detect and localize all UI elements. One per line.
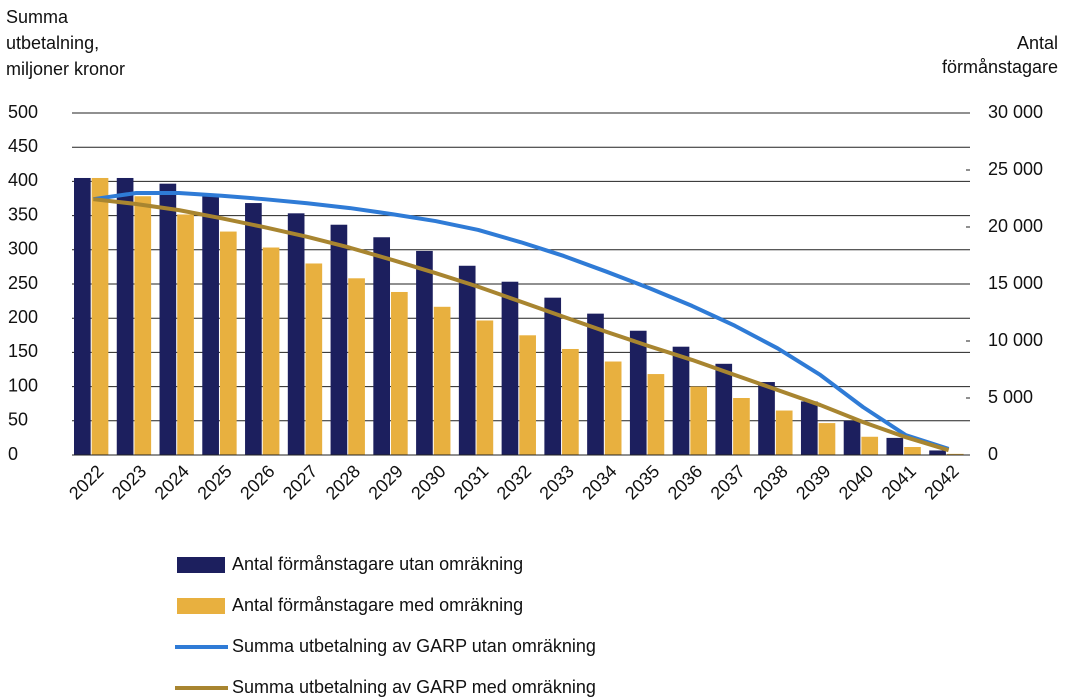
bar bbox=[604, 361, 622, 455]
bar bbox=[544, 297, 562, 455]
bar bbox=[904, 447, 921, 455]
legend-label: Summa utbetalning av GARP med omräkning bbox=[232, 677, 596, 697]
bar bbox=[647, 374, 665, 455]
x-tick-label: 2042 bbox=[920, 461, 962, 503]
bar bbox=[330, 224, 348, 455]
bar bbox=[391, 291, 408, 455]
y2-axis-title: förmånstagare bbox=[942, 57, 1058, 77]
y-axis-title: miljoner kronor bbox=[6, 59, 125, 79]
x-tick-label: 2041 bbox=[878, 461, 920, 503]
y-tick-label: 0 bbox=[8, 444, 18, 464]
bar bbox=[758, 382, 775, 455]
x-tick-label: 2032 bbox=[493, 461, 535, 503]
legend-label: Summa utbetalning av GARP utan omräkning bbox=[232, 636, 596, 656]
bar bbox=[476, 320, 494, 455]
bar bbox=[116, 177, 134, 456]
bar bbox=[886, 437, 904, 455]
bar bbox=[587, 313, 604, 455]
y-axis-title: utbetalning, bbox=[6, 33, 99, 53]
bar bbox=[501, 281, 519, 455]
bar bbox=[775, 410, 793, 455]
bar bbox=[715, 363, 733, 455]
x-tick-label: 2034 bbox=[578, 461, 620, 503]
bar bbox=[219, 231, 237, 455]
x-tick-label: 2023 bbox=[108, 461, 150, 503]
y-tick-label: 400 bbox=[8, 170, 38, 190]
x-tick-label: 2033 bbox=[535, 461, 577, 503]
bar bbox=[946, 453, 964, 455]
y2-tick-label: 0 bbox=[988, 444, 998, 464]
bar bbox=[690, 386, 708, 455]
bar bbox=[562, 348, 579, 455]
x-tick-label: 2036 bbox=[664, 461, 706, 503]
x-tick-label: 2025 bbox=[193, 461, 235, 503]
legend-label: Antal förmånstagare utan omräkning bbox=[232, 554, 523, 574]
bar bbox=[416, 250, 433, 455]
x-tick-label: 2040 bbox=[835, 461, 877, 503]
y-tick-label: 500 bbox=[8, 102, 38, 122]
y-tick-label: 200 bbox=[8, 307, 38, 327]
y-tick-label: 50 bbox=[8, 410, 28, 430]
y2-tick-label: 10 000 bbox=[988, 330, 1043, 350]
bar bbox=[929, 450, 946, 455]
bar bbox=[305, 263, 323, 455]
x-tick-label: 2037 bbox=[707, 461, 749, 503]
bar bbox=[262, 247, 280, 455]
x-tick-label: 2022 bbox=[65, 461, 107, 503]
y2-tick-label: 15 000 bbox=[988, 273, 1043, 293]
x-tick-label: 2030 bbox=[407, 461, 449, 503]
bar bbox=[629, 330, 647, 455]
bar bbox=[159, 183, 177, 455]
legend-swatch bbox=[177, 557, 225, 573]
legend-label: Antal förmånstagare med omräkning bbox=[232, 595, 523, 615]
bar bbox=[245, 203, 262, 455]
y-axis-title: Summa bbox=[6, 7, 69, 27]
bar bbox=[843, 420, 861, 455]
y-tick-label: 350 bbox=[8, 204, 38, 224]
bar bbox=[287, 213, 305, 455]
bar bbox=[818, 423, 836, 455]
y-tick-label: 450 bbox=[8, 136, 38, 156]
x-tick-label: 2031 bbox=[450, 461, 492, 503]
y-tick-label: 250 bbox=[8, 273, 38, 293]
bar bbox=[433, 306, 451, 455]
y2-tick-label: 25 000 bbox=[988, 159, 1043, 179]
line bbox=[93, 191, 950, 451]
bar bbox=[373, 237, 391, 455]
y2-tick-label: 20 000 bbox=[988, 216, 1043, 236]
bar bbox=[458, 265, 476, 455]
x-tick-label: 2029 bbox=[364, 461, 406, 503]
y-tick-label: 100 bbox=[8, 375, 38, 395]
bar bbox=[74, 177, 91, 456]
bar bbox=[672, 346, 690, 455]
x-tick-label: 2035 bbox=[621, 461, 663, 503]
line bbox=[93, 197, 950, 453]
bar bbox=[519, 335, 536, 455]
y2-tick-label: 30 000 bbox=[988, 102, 1043, 122]
x-tick-label: 2028 bbox=[322, 461, 364, 503]
bar bbox=[733, 398, 750, 455]
bar bbox=[800, 401, 818, 455]
y-tick-label: 150 bbox=[8, 341, 38, 361]
bar bbox=[202, 193, 219, 455]
y2-tick-label: 5 000 bbox=[988, 387, 1033, 407]
x-tick-label: 2039 bbox=[792, 461, 834, 503]
x-tick-label: 2027 bbox=[279, 461, 321, 503]
y-tick-label: 300 bbox=[8, 239, 38, 259]
x-tick-label: 2026 bbox=[236, 461, 278, 503]
y2-axis-title: Antal bbox=[1017, 33, 1058, 53]
bar bbox=[91, 177, 109, 456]
bar bbox=[177, 214, 194, 455]
x-tick-label: 2038 bbox=[749, 461, 791, 503]
bar bbox=[348, 278, 365, 455]
x-tick-label: 2024 bbox=[151, 461, 193, 503]
bar bbox=[861, 436, 879, 455]
bar bbox=[134, 196, 152, 455]
legend-swatch bbox=[177, 598, 225, 614]
